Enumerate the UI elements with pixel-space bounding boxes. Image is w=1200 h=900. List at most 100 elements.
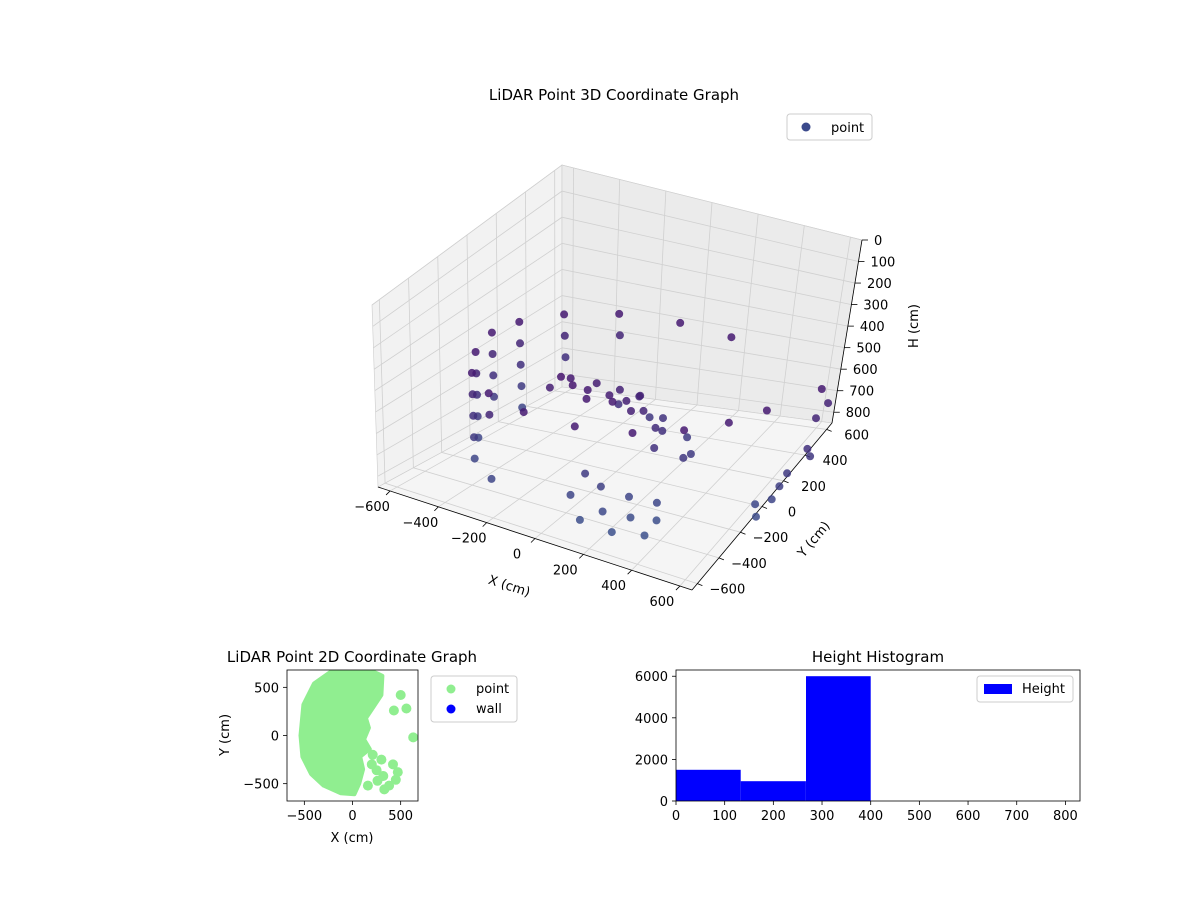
point-3d — [628, 429, 637, 437]
histogram-bar — [676, 769, 741, 801]
point-2d — [367, 749, 378, 760]
point-3d — [727, 333, 736, 342]
legend-histogram-swatch — [984, 684, 1012, 694]
x-tick-label-2d: −500 — [286, 809, 322, 824]
point-3d — [627, 407, 635, 415]
point-2d — [388, 705, 399, 716]
point-2d — [408, 732, 418, 743]
point-3d — [615, 385, 624, 394]
grid-line-x — [486, 190, 667, 523]
point-3d — [596, 482, 605, 491]
point-3d — [471, 348, 480, 356]
legend-2d-marker-point — [446, 684, 456, 694]
point-3d — [645, 413, 654, 422]
grid-line-y — [554, 170, 827, 430]
grid-line-x — [631, 225, 805, 571]
legend-histogram: Height — [976, 675, 1074, 703]
histogram-title: Height Histogram — [812, 648, 944, 666]
point-2d — [371, 765, 382, 776]
point-2d — [372, 775, 383, 786]
legend-3d: point — [786, 113, 873, 141]
point-3d — [680, 426, 689, 435]
x-tick-label-hist: 200 — [761, 809, 786, 824]
point-3d — [592, 379, 601, 388]
point-3d — [467, 368, 476, 377]
x-tick-label-3d: −200 — [451, 532, 487, 547]
y-tick-mark — [826, 429, 832, 432]
point-3d — [626, 513, 635, 522]
grid-line-z — [371, 164, 863, 306]
grid-line-z — [374, 269, 848, 391]
point-3d — [622, 396, 631, 405]
ticks-histogram: 0 100 200 300 400 500 600 700 800 0 2000 4000 6000 — [635, 670, 1078, 824]
point-3d — [605, 391, 614, 400]
y-tick-label-hist: 0 — [660, 795, 668, 810]
point-3d — [487, 328, 496, 337]
x-tick-label-3d: 400 — [601, 579, 626, 594]
chart-histogram: Height Histogram 0 100 200 300 400 500 600 700 8… — [635, 648, 1081, 824]
z-axis-label-3d: H (cm) — [907, 304, 922, 348]
point-3d — [640, 531, 649, 540]
y-tick-label-hist: 2000 — [635, 753, 668, 768]
legend-histogram-label: Height — [1022, 682, 1065, 697]
point-3d — [751, 500, 760, 509]
point-3d — [767, 495, 776, 504]
point-3d — [566, 490, 575, 499]
point-3d — [650, 444, 659, 452]
point-3d — [516, 339, 524, 348]
point-3d — [652, 516, 661, 525]
z-tick-label-3d: 800 — [846, 406, 871, 421]
y-tick-label-2d: −500 — [243, 778, 279, 793]
grid-line-y — [466, 234, 763, 507]
point-3d — [570, 422, 579, 431]
grid-line-y — [495, 213, 784, 482]
x-tick-label-3d: 600 — [650, 595, 675, 610]
point-3d — [469, 411, 478, 420]
y-tick-label-2d: 0 — [271, 730, 279, 745]
chart-3d-title: LiDAR Point 3D Coordinate Graph — [489, 86, 739, 104]
points-3d — [467, 309, 833, 540]
x-tick-label-hist: 300 — [810, 809, 835, 824]
x-tick-label-hist: 700 — [1004, 809, 1029, 824]
point-2d — [388, 759, 398, 770]
x-tick-label-hist: 600 — [956, 809, 981, 824]
point-3d — [485, 410, 494, 419]
grid-3d — [371, 164, 863, 587]
y-tick-label-hist: 6000 — [635, 670, 668, 685]
point-3d — [517, 382, 526, 391]
legend-3d-marker — [801, 122, 811, 132]
point-3d — [651, 423, 660, 432]
point-3d — [775, 482, 784, 491]
x-tick-label-2d: 0 — [348, 809, 356, 824]
point-3d — [545, 383, 554, 392]
point-3d — [566, 374, 575, 383]
point-3d — [824, 399, 833, 408]
y-tick-mark — [761, 506, 768, 509]
point-3d — [557, 372, 565, 381]
point-3d — [488, 350, 497, 358]
point-2d — [376, 754, 387, 765]
grid-line-y — [525, 191, 806, 456]
legend-2d-marker-wall — [446, 704, 456, 714]
point-3d — [470, 454, 479, 463]
point-3d — [560, 310, 569, 319]
point-3d — [812, 414, 820, 423]
ticks-3d: −600 −400 −200 0 200 400 600 600 400 200 0 −200 −400… — [354, 234, 895, 610]
z-tick-label-3d: 500 — [856, 342, 881, 357]
legend-3d-frame — [786, 113, 873, 141]
histogram-bars — [676, 676, 871, 801]
legend-2d-label-wall: wall — [476, 702, 502, 717]
grid-line-x — [534, 202, 713, 539]
grid-line-z — [373, 216, 856, 349]
grid-line-x — [583, 213, 759, 555]
point-2d — [379, 784, 390, 795]
histogram-bar — [740, 781, 806, 801]
point-3d — [607, 528, 616, 537]
point-3d — [484, 389, 493, 398]
points-2d — [298, 670, 418, 797]
grid-line-z — [376, 347, 838, 456]
y-tick-label-3d: −200 — [753, 531, 789, 546]
z-tick-label-3d: 100 — [870, 256, 895, 271]
x-tick-label-2d: 500 — [388, 809, 413, 824]
